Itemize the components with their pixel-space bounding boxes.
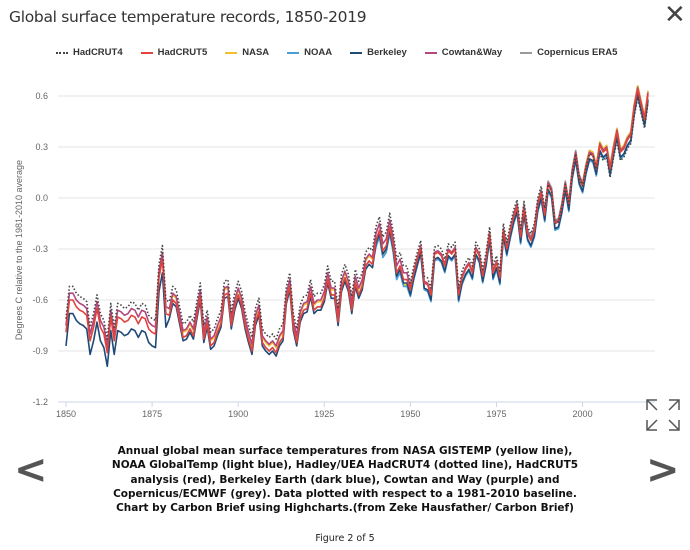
legend-label: Cowtan&Way (441, 47, 503, 58)
legend: HadCRUT4 HadCRUT5 NASA NOAA Berkeley Cowtan&W… (56, 47, 617, 58)
legend-swatch (56, 51, 68, 54)
legend-label: HadCRUT5 (157, 47, 208, 58)
y-tick-label: 0.3 (35, 142, 48, 152)
y-tick-label: -0.6 (32, 295, 48, 305)
legend-swatch (424, 51, 437, 54)
legend-label: NASA (242, 47, 270, 58)
legend-item-copernicus-era5[interactable]: Copernicus ERA5 (520, 47, 617, 58)
series-line-noaa[interactable] (168, 95, 649, 354)
legend-swatch (287, 51, 300, 54)
x-tick-label: 2000 (573, 409, 593, 419)
prev-arrow-icon[interactable]: < (14, 447, 48, 493)
chart-plot: 0.6 0.3 0.0 -0.3 -0.6 -0.9 -1.2 1850 1875 1900 192… (14, 85, 655, 419)
series-line-berkeley[interactable] (65, 93, 649, 368)
x-tick-label: 1850 (56, 409, 76, 419)
y-axis-label: Degrees C relative to the 1981-2010 aver… (14, 160, 24, 340)
legend-label: NOAA (304, 47, 333, 58)
y-tick-label: -0.9 (32, 346, 48, 356)
legend-item-hadcrut5[interactable]: HadCRUT5 (140, 47, 208, 58)
legend-swatch (140, 51, 153, 54)
y-tick-label: -0.3 (32, 244, 48, 254)
figure-counter: Figure 2 of 5 (315, 533, 375, 544)
fullscreen-icon[interactable] (645, 398, 681, 432)
legend-swatch (350, 51, 363, 54)
x-tick-label: 1875 (142, 409, 162, 419)
legend-item-hadcrut4[interactable]: HadCRUT4 (56, 47, 123, 58)
next-arrow-icon[interactable]: > (646, 447, 680, 493)
x-tick-label: 1975 (486, 409, 506, 419)
x-tick-label: 1900 (228, 409, 248, 419)
series-line-copernicus-era5[interactable] (509, 85, 649, 238)
y-tick-label: -1.2 (32, 397, 48, 407)
close-icon[interactable]: ✕ (664, 0, 686, 30)
legend-item-noaa[interactable]: NOAA (287, 47, 332, 58)
legend-swatch (225, 51, 238, 54)
x-tick-label: 1950 (400, 409, 420, 419)
chart-title: Global surface temperature records, 1850… (9, 8, 367, 26)
figure-caption: Annual global mean surface temperatures … (111, 445, 579, 515)
series-line-hadcrut5[interactable] (65, 88, 649, 354)
legend-item-cowtan-way[interactable]: Cowtan&Way (424, 47, 503, 58)
legend-label: Copernicus ERA5 (537, 47, 618, 58)
y-tick-label: 0.0 (35, 193, 48, 203)
y-tick-label: 0.6 (35, 91, 48, 101)
x-tick-label: 1925 (314, 409, 334, 419)
legend-item-nasa[interactable]: NASA (225, 47, 269, 58)
legend-swatch (520, 51, 533, 54)
legend-label: HadCRUT4 (73, 47, 123, 58)
legend-item-berkeley[interactable]: Berkeley (350, 47, 407, 58)
legend-label: Berkeley (367, 47, 407, 58)
